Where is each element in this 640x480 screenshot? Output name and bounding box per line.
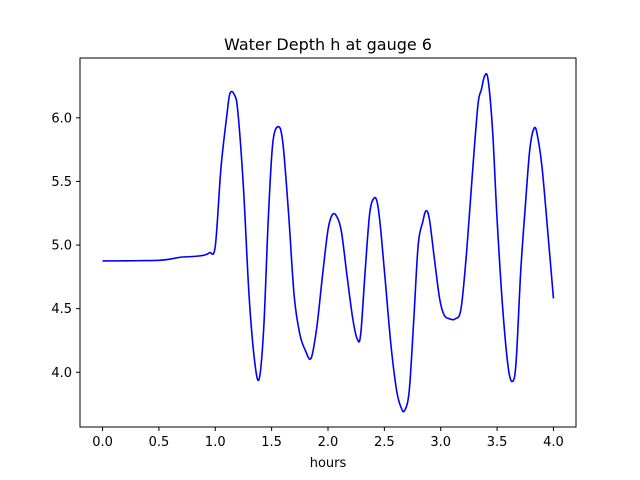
x-tick-label: 1.0 [205,435,226,450]
x-axis-label: hours [310,456,347,471]
y-tick-label: 4.0 [51,366,72,381]
chart-title: Water Depth h at gauge 6 [224,35,432,54]
x-tick-label: 3.0 [430,435,451,450]
y-tick-label: 4.5 [51,302,72,317]
x-tick-label: 1.5 [261,435,282,450]
y-tick-label: 5.5 [51,175,72,190]
y-tick-label: 6.0 [51,111,72,126]
x-tick-label: 3.5 [487,435,508,450]
plot-area [102,72,555,413]
x-tick-label: 0.0 [92,435,113,450]
axes-frame [79,57,577,428]
series-line [102,72,555,413]
axis-ticks: 0.0 0.5 1.0 1.5 2.0 2.5 3.0 3.5 4.0 4.0 4.5 5.0 5.5 6… [51,111,563,450]
x-tick-label: 2.5 [374,435,395,450]
y-tick-label: 5.0 [51,239,72,254]
x-tick-label: 4.0 [543,435,564,450]
x-tick-label: 0.5 [149,435,170,450]
x-tick-label: 2.0 [318,435,339,450]
